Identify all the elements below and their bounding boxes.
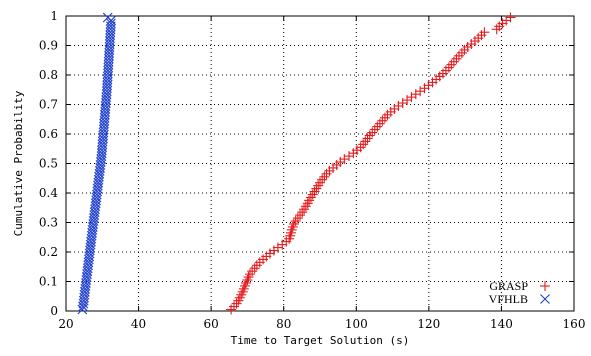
x-tick-label: 100 [345, 317, 368, 331]
y-tick-label: 0.6 [39, 127, 58, 141]
y-tick-label: 0.8 [39, 68, 58, 82]
x-tick-label: 120 [417, 317, 440, 331]
y-tick-label: 0.3 [39, 216, 58, 230]
y-tick-label: 1 [50, 9, 58, 23]
x-tick-label: 60 [204, 317, 219, 331]
grid [66, 16, 574, 311]
y-tick-label: 0 [50, 304, 58, 318]
legend-label-vfhlb: VFHLB [489, 292, 528, 306]
grasp-point [226, 304, 237, 315]
legend: GRASP VFHLB [489, 279, 550, 306]
y-tick-label: 0.2 [39, 245, 58, 259]
y-tick-label: 0.1 [39, 275, 58, 289]
y-tick-label: 0.9 [39, 39, 58, 53]
vfhlb-point [102, 12, 113, 23]
x-tick-label: 20 [58, 317, 73, 331]
legend-marker-grasp [540, 281, 550, 291]
y-tick-label: 0.5 [39, 157, 58, 171]
x-tick-label: 160 [563, 317, 586, 331]
grasp-point [491, 24, 502, 35]
legend-label-grasp: GRASP [489, 279, 528, 293]
x-tick-label: 140 [490, 317, 513, 331]
legend-marker-vfhlb [540, 294, 550, 304]
x-tick-label: 40 [131, 317, 146, 331]
vfhlb-point [106, 18, 116, 29]
y-tick-label: 0.7 [39, 98, 58, 112]
grasp-point [505, 12, 516, 23]
legend-marker-vfhlb [540, 294, 550, 304]
vfhlb-point [77, 304, 88, 315]
data-points [77, 12, 516, 315]
y-tick-label: 0.4 [39, 186, 58, 200]
axis-ticks: 20 40 60 80 100 120 140 160 0 0.1 0.2 0.3 0.4 0.5 0.6 0… [39, 9, 586, 331]
grasp-point [479, 27, 490, 38]
x-tick-label: 80 [276, 317, 291, 331]
legend-marker-grasp [540, 281, 550, 291]
x-axis-label: Time to Target Solution (s) [231, 334, 410, 347]
y-axis-label: Cumulative Probability [12, 90, 25, 236]
